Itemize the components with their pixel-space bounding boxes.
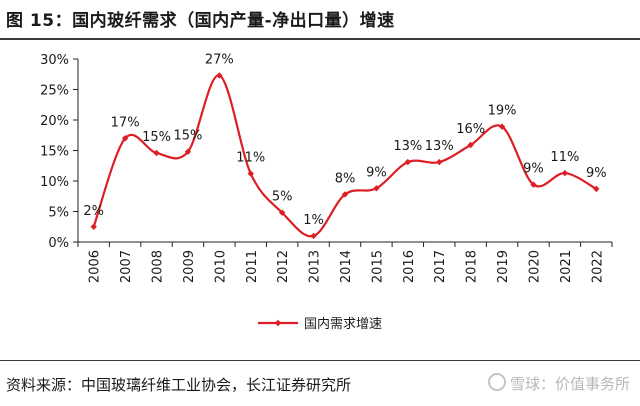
data-point bbox=[184, 148, 192, 155]
bottom-rule bbox=[0, 360, 640, 361]
data-point bbox=[90, 223, 97, 230]
legend-marker bbox=[274, 319, 282, 327]
data-point bbox=[436, 158, 443, 166]
data-label: 16% bbox=[456, 122, 485, 137]
x-tick-label: 2017 bbox=[433, 250, 448, 283]
x-tick-label: 2016 bbox=[402, 250, 417, 283]
snowball-logo-icon bbox=[487, 373, 506, 391]
data-label: 2% bbox=[83, 204, 104, 219]
data-label: 5% bbox=[272, 190, 293, 205]
x-tick-label: 2011 bbox=[245, 250, 260, 283]
data-label: 13% bbox=[393, 139, 422, 154]
data-label: 17% bbox=[111, 115, 140, 130]
x-tick-label: 2012 bbox=[276, 250, 291, 283]
data-point bbox=[216, 72, 223, 79]
data-point bbox=[530, 181, 537, 188]
x-tick-label: 2010 bbox=[213, 250, 228, 283]
x-tick-label: 2008 bbox=[151, 250, 166, 283]
data-point bbox=[467, 141, 474, 149]
x-tick-label: 2007 bbox=[119, 250, 134, 283]
y-tick-label: 30% bbox=[40, 53, 69, 68]
y-tick-label: 0% bbox=[48, 236, 69, 251]
x-tick-label: 2021 bbox=[559, 250, 574, 283]
legend-label: 国内需求增速 bbox=[304, 316, 382, 332]
data-point bbox=[121, 135, 129, 142]
data-label: 19% bbox=[488, 104, 517, 119]
data-point bbox=[310, 232, 317, 240]
x-tick-label: 2009 bbox=[182, 250, 197, 283]
watermark-text: 雪球：价值事务所 bbox=[509, 375, 630, 393]
data-label: 9% bbox=[586, 166, 607, 181]
x-tick-label: 2006 bbox=[88, 250, 103, 283]
data-label: 13% bbox=[425, 139, 454, 154]
data-label: 9% bbox=[523, 162, 544, 177]
y-tick-label: 20% bbox=[40, 114, 69, 129]
x-tick-label: 2015 bbox=[370, 250, 385, 283]
x-tick-label: 2013 bbox=[308, 250, 323, 283]
x-tick-label: 2018 bbox=[465, 250, 480, 283]
data-label: 11% bbox=[236, 151, 265, 166]
data-point bbox=[404, 158, 412, 166]
series-line bbox=[92, 74, 597, 238]
source-note: 资料来源：中国玻璃纤维工业协会，长江证券研究所 bbox=[6, 376, 352, 394]
data-point bbox=[341, 191, 349, 198]
data-label: 1% bbox=[303, 213, 324, 228]
x-tick-label: 2019 bbox=[496, 250, 511, 283]
y-tick-label: 10% bbox=[40, 175, 69, 190]
x-tick-label: 2020 bbox=[527, 250, 542, 283]
figure-title: 图 15：国内玻纤需求（国内产量-净出口量）增速 bbox=[6, 11, 395, 31]
data-point bbox=[247, 170, 254, 177]
data-label: 27% bbox=[205, 52, 234, 67]
data-label: 15% bbox=[142, 130, 171, 145]
top-rule bbox=[0, 38, 640, 40]
data-label: 15% bbox=[173, 129, 202, 144]
data-point bbox=[593, 185, 600, 193]
data-label: 8% bbox=[335, 171, 356, 186]
data-point bbox=[153, 149, 160, 157]
y-tick-label: 15% bbox=[40, 145, 69, 160]
data-label: 11% bbox=[550, 150, 579, 165]
data-point bbox=[278, 209, 286, 216]
x-tick-label: 2014 bbox=[339, 250, 354, 283]
watermark: 雪球：价值事务所 bbox=[487, 373, 630, 394]
data-point bbox=[561, 169, 569, 177]
y-tick-label: 25% bbox=[40, 84, 69, 99]
x-tick-label: 2022 bbox=[590, 250, 605, 283]
data-point bbox=[498, 123, 506, 130]
y-tick-label: 5% bbox=[48, 206, 69, 221]
data-point bbox=[373, 185, 380, 192]
data-label: 9% bbox=[366, 165, 387, 180]
